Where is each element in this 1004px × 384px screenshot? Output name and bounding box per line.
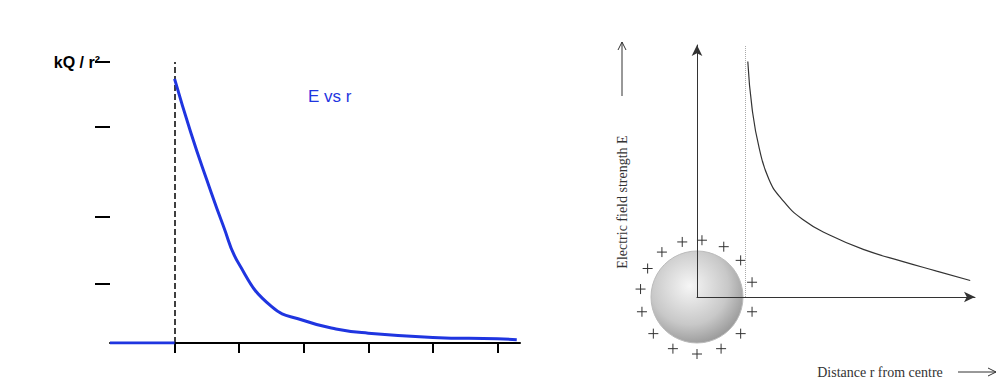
svg-text:kQ / r²: kQ / r² bbox=[54, 54, 100, 71]
svg-text:Distance r from centre: Distance r from centre bbox=[817, 365, 943, 380]
svg-text:E vs r: E vs r bbox=[308, 87, 352, 106]
svg-text:Electric field strength E: Electric field strength E bbox=[615, 135, 630, 268]
